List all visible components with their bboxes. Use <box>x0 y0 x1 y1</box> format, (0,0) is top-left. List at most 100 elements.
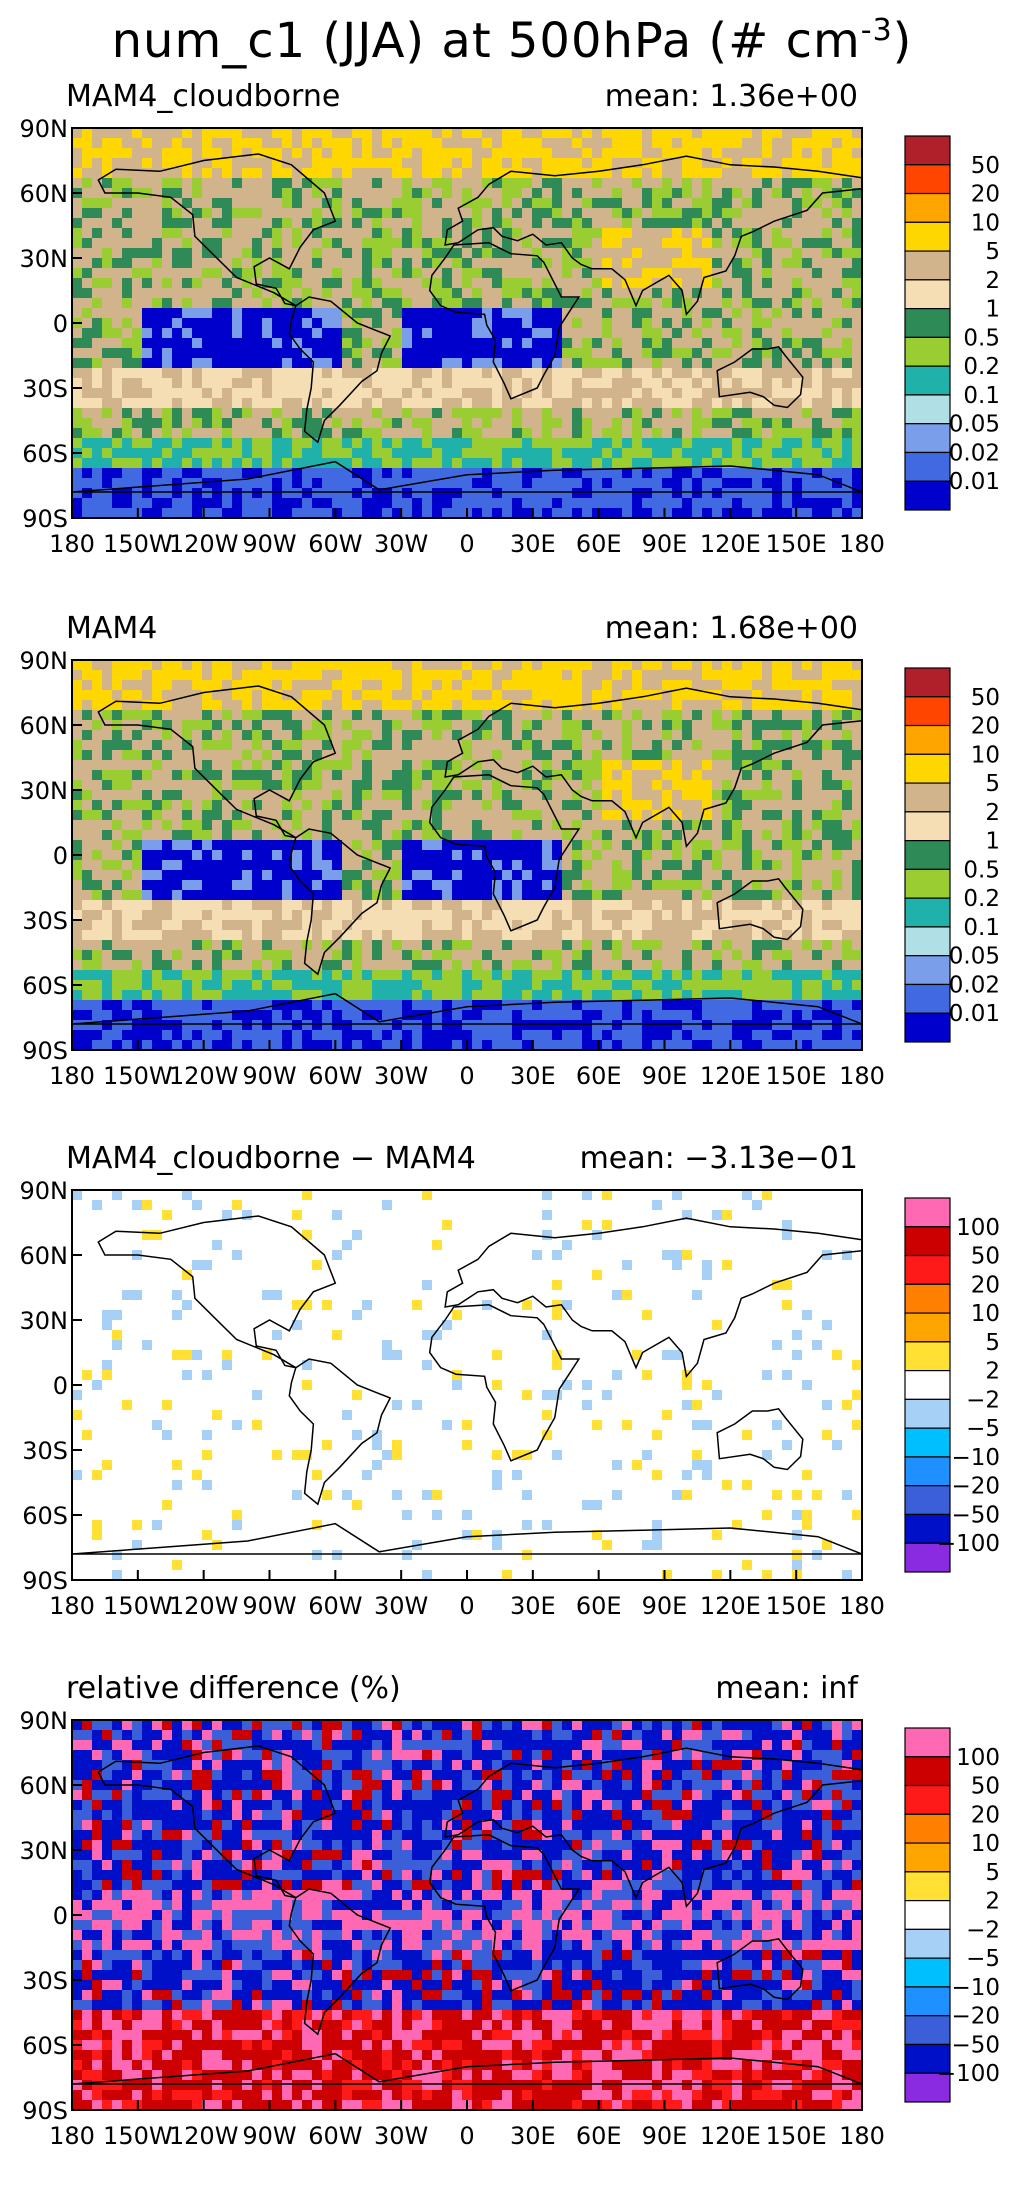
map-cell <box>312 308 323 319</box>
map-cell <box>802 770 813 781</box>
map-cell <box>192 830 203 841</box>
map-cell <box>842 880 853 891</box>
map-cell <box>172 860 183 871</box>
map-cell <box>512 218 523 229</box>
map-cell <box>82 820 93 831</box>
panel-mean: mean: 1.68e+00 <box>605 611 858 646</box>
map-cell <box>132 890 143 901</box>
map-cell <box>742 378 753 389</box>
map-cell <box>152 158 163 169</box>
map-cell <box>852 428 863 439</box>
map-cell <box>192 780 203 791</box>
map-cell <box>522 488 533 499</box>
map-cell <box>852 158 863 169</box>
map-cell <box>832 208 843 219</box>
map-cell <box>802 478 813 489</box>
map-cell <box>152 840 163 851</box>
map-cell <box>812 680 823 691</box>
map-cell <box>212 508 223 519</box>
map-cell <box>552 418 563 429</box>
map-cell <box>502 830 513 841</box>
map-cell <box>372 228 383 239</box>
map-cell <box>642 398 653 409</box>
map-cell <box>482 138 493 149</box>
map-cell <box>202 258 213 269</box>
map-cell <box>452 278 463 289</box>
map-cell <box>452 358 463 369</box>
map-cell <box>452 870 463 881</box>
map-cell <box>562 810 573 821</box>
map-cell <box>702 288 713 299</box>
map-cell <box>612 740 623 751</box>
map-cell <box>202 318 213 329</box>
map-cell <box>82 468 93 479</box>
map-cell <box>702 820 713 831</box>
map-cell <box>132 850 143 861</box>
map-cell <box>92 730 103 741</box>
map-cell <box>472 168 483 179</box>
map-cell <box>122 488 133 499</box>
map-cell <box>742 830 753 841</box>
map-cell <box>102 458 113 469</box>
map-cell <box>632 740 643 751</box>
map-cell <box>592 880 603 891</box>
map-cell <box>542 418 553 429</box>
map-cell <box>442 158 453 169</box>
map-cell <box>652 198 663 209</box>
map-cell <box>182 820 193 831</box>
map-cell <box>792 428 803 439</box>
map-cell <box>652 448 663 459</box>
map-cell <box>592 850 603 861</box>
map-cell <box>802 690 813 701</box>
map-cell <box>262 730 273 741</box>
map-cell <box>102 438 113 449</box>
map-cell <box>512 328 523 339</box>
map-cell <box>752 680 763 691</box>
map-cell <box>112 278 123 289</box>
map-cell <box>152 790 163 801</box>
map-cell <box>92 850 103 861</box>
map-cell <box>162 418 173 429</box>
map-cell <box>692 850 703 861</box>
map-cell <box>422 158 433 169</box>
map-cell <box>352 188 363 199</box>
map-cell <box>312 408 323 419</box>
map-cell <box>192 248 203 259</box>
map-cell <box>842 278 853 289</box>
map-cell <box>192 730 203 741</box>
map-cell <box>392 338 403 349</box>
map-cell <box>772 138 783 149</box>
map-cell <box>572 870 583 881</box>
map-cell <box>762 378 773 389</box>
map-cell <box>592 198 603 209</box>
map-cell <box>222 710 233 721</box>
map-cell <box>322 128 333 139</box>
map-cell <box>72 198 83 209</box>
map-cell <box>142 258 153 269</box>
map-cell <box>152 268 163 279</box>
map-cell <box>352 690 363 701</box>
colorbar-label: 10 <box>971 210 1000 236</box>
map-cell <box>842 850 853 861</box>
map-cell <box>152 850 163 861</box>
map-cell <box>372 218 383 229</box>
map-cell <box>592 308 603 319</box>
map-cell <box>142 208 153 219</box>
map-cell <box>402 478 413 489</box>
map-cell <box>642 800 653 811</box>
map-cell <box>672 258 683 269</box>
map-cell <box>642 128 653 139</box>
map-cell <box>342 198 353 209</box>
map-cell <box>302 700 313 711</box>
map-cell <box>462 670 473 681</box>
map-cell <box>782 158 793 169</box>
map-cell <box>492 188 503 199</box>
map-cell <box>642 148 653 159</box>
map-cell <box>222 178 233 189</box>
map-cell <box>502 218 513 229</box>
map-cell <box>192 498 203 509</box>
map-cell <box>92 670 103 681</box>
map-cell <box>682 418 693 429</box>
map-cell <box>682 128 693 139</box>
map-cell <box>572 198 583 209</box>
